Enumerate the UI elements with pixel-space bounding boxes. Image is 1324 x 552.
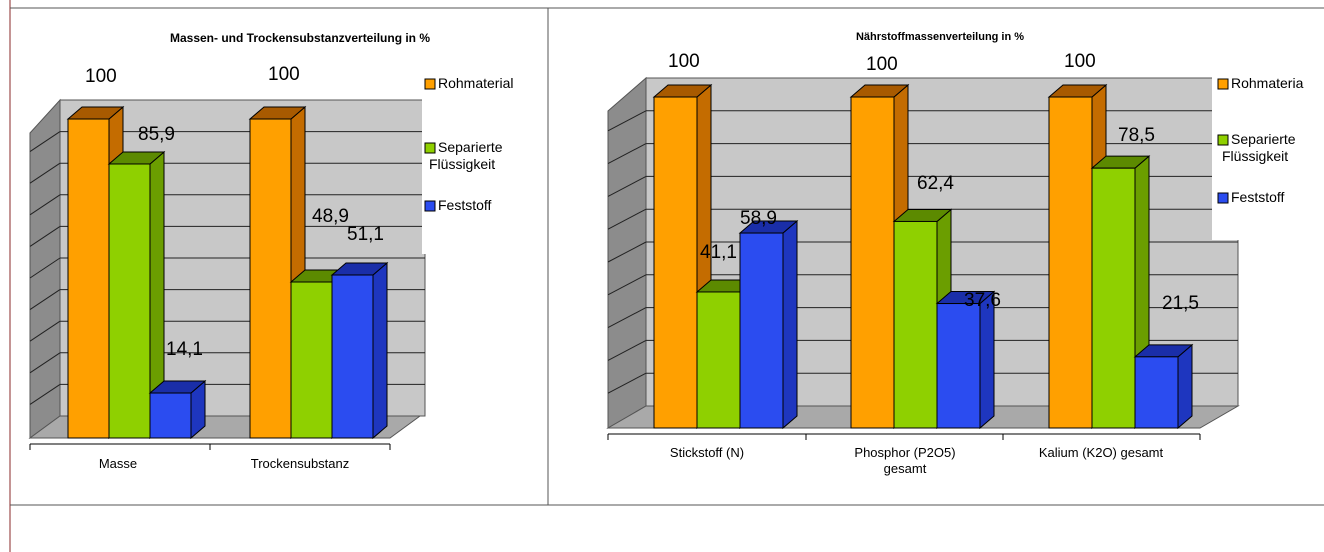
category-label: Kalium (K2O) gesamt [1039,445,1164,460]
gridline-side [607,241,647,263]
data-label: 100 [85,66,117,87]
bar-side [979,290,995,430]
legend-swatch [1217,192,1229,204]
legend-swatch [1217,134,1229,146]
legend-box [422,74,540,254]
gridline-side [607,175,647,197]
legend-swatch [424,142,436,154]
legend-item: Separierte Flüssigkeit [1222,131,1296,164]
gridline-side [607,110,647,132]
gridline-side [607,307,647,329]
gridline-side [607,274,647,296]
bar-0-1 [108,163,151,439]
gridline-side [607,208,647,230]
category-label: Stickstoff (N) [670,445,744,460]
gridline-side [29,194,61,216]
bar-1-2 [936,303,981,429]
bar-1-1 [893,220,938,429]
bar-0-1 [696,291,741,429]
gridline-side [29,257,61,279]
category-label: Trockensubstanz [251,456,350,471]
chart1-title: Massen- und Trockensubstanzverteilung in… [170,31,430,45]
gridline-side [29,225,61,247]
bar-1-2 [331,274,374,439]
gridline-side [29,162,61,184]
side-wall [607,76,647,429]
legend-box [1212,70,1324,240]
chart-nutrient-distribution: Stickstoff (N) Phosphor (P2O5) gesamt Kaliu… [606,31,1324,476]
bar-1-0 [249,118,292,439]
bar-2-2 [1134,356,1179,429]
bar-side [782,219,798,430]
data-label: 37,6 [964,290,1001,311]
data-label: 48,9 [312,206,349,227]
bar-2-0 [1048,96,1093,429]
gridline-side [607,372,647,394]
data-label: 100 [1064,51,1096,72]
data-label: 21,5 [1162,293,1199,314]
data-label: 100 [866,54,898,75]
gridline-side [29,131,61,153]
category-label: Masse [99,456,137,471]
legend-swatch [1217,78,1229,90]
legend-item: Separierte Flüssigkeit [429,139,503,172]
data-label: 41,1 [700,242,737,263]
data-label: 85,9 [138,124,175,145]
gridline-side [607,339,647,361]
data-label: 51,1 [347,224,384,245]
bar-0-0 [67,118,110,439]
bar-0-2 [149,392,192,439]
legend-swatch [424,78,436,90]
gridline-side [29,289,61,311]
bar-side [372,261,388,440]
bar-2-1 [1091,167,1136,429]
legend-item: Feststoff [438,197,492,213]
bar-0-0 [653,96,698,429]
bar-1-0 [850,96,895,429]
gridline-side [29,320,61,342]
chart-mass-distribution: Masse Trockensubstanz 100 85,9 14,1 100 48,951… [28,31,540,471]
data-label: 100 [668,51,700,72]
bar-side [1177,343,1193,430]
data-label: 100 [268,64,300,85]
gridline-side [29,352,61,374]
gridline-side [607,143,647,165]
bar-0-2 [739,232,784,429]
legend-swatch [424,200,436,212]
gridline-side [29,383,61,405]
data-label: 14,1 [166,339,203,360]
bar-1-1 [290,281,333,439]
legend-item: Rohmaterial [438,75,513,91]
legend-item: Rohmateria [1231,75,1304,91]
chart2-title: Nährstoffmassenverteilung in % [856,31,1024,43]
category-label: Phosphor (P2O5) gesamt [854,445,955,476]
data-label: 58,9 [740,208,777,229]
data-label: 78,5 [1118,125,1155,146]
legend-item: Feststoff [1231,189,1285,205]
data-label: 62,4 [917,173,954,194]
